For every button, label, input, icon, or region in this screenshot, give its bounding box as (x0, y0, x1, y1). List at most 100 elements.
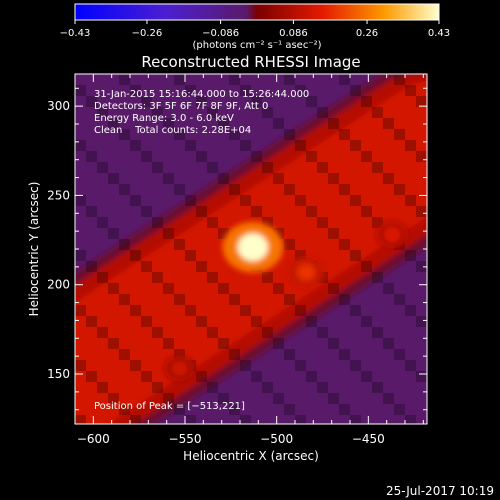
pixel-block (86, 206, 97, 217)
pixel-block (405, 85, 416, 96)
pixel-block (273, 338, 284, 349)
pixel-block (75, 85, 86, 96)
pixel-block (196, 151, 207, 162)
pixel-block (152, 107, 163, 118)
pixel-block (372, 107, 383, 118)
pixel-block (130, 305, 141, 316)
pixel-block (229, 129, 240, 140)
pixel-block (75, 250, 86, 261)
pixel-block (119, 404, 130, 415)
pixel-block (229, 74, 240, 85)
pixel-block (284, 294, 295, 305)
pixel-block (86, 96, 97, 107)
pixel-block (361, 206, 372, 217)
pixel-block (416, 371, 427, 382)
pixel-block (361, 261, 372, 272)
pixel-block (273, 173, 284, 184)
pixel-block (185, 250, 196, 261)
x-tick-label: −600 (77, 432, 110, 446)
pixel-block (284, 129, 295, 140)
pixel-block (405, 415, 416, 424)
source-core (237, 233, 268, 262)
pixel-block (361, 371, 372, 382)
pixel-block (240, 415, 251, 424)
pixel-block (163, 283, 174, 294)
pixel-block (196, 371, 207, 382)
pixel-block (416, 316, 427, 327)
pixel-block (86, 261, 97, 272)
pixel-block (108, 173, 119, 184)
pixel-block (130, 85, 141, 96)
pixel-block (108, 283, 119, 294)
pixel-block (394, 294, 405, 305)
pixel-block (207, 327, 218, 338)
pixel-block (218, 283, 229, 294)
pixel-block (361, 151, 372, 162)
pixel-block (174, 349, 185, 360)
colorbar-ticks: −0.43 −0.26 −0.086 0.086 0.26 0.43 (60, 20, 450, 39)
pixel-block (273, 283, 284, 294)
pixel-block (207, 162, 218, 173)
pixel-block (317, 382, 328, 393)
pixel-block (108, 338, 119, 349)
pixel-block (339, 184, 350, 195)
pixel-block (97, 162, 108, 173)
pixel-block (273, 393, 284, 404)
pixel-block (350, 360, 361, 371)
x-axis-label: Heliocentric X (arcsec) (183, 449, 319, 463)
pixel-block (174, 74, 185, 85)
pixel-block (394, 129, 405, 140)
pixel-block (262, 272, 273, 283)
pixel-block (394, 74, 405, 85)
pixel-block (306, 151, 317, 162)
pixel-block (141, 371, 152, 382)
pixel-block (185, 195, 196, 206)
pixel-block (317, 162, 328, 173)
peak-position-label: Position of Peak = [−513,221] (94, 401, 245, 412)
pixel-block (152, 327, 163, 338)
pixel-block (163, 173, 174, 184)
pixel-block (196, 206, 207, 217)
pixel-block (141, 206, 152, 217)
pixel-block (141, 96, 152, 107)
pixel-block (196, 316, 207, 327)
colorbar-tick-label: 0.26 (356, 28, 378, 39)
colorbar-units: (photons cm⁻² s⁻¹ asec⁻²) (192, 40, 321, 51)
x-tick-label: −550 (169, 432, 202, 446)
pixel-block (119, 349, 130, 360)
pixel-block (372, 382, 383, 393)
colorbar (74, 3, 440, 21)
pixel-block (295, 195, 306, 206)
y-tick-label: 250 (47, 188, 70, 202)
pixel-block (141, 151, 152, 162)
pixel-block (361, 316, 372, 327)
pixel-block (317, 327, 328, 338)
pixel-block (240, 305, 251, 316)
pixel-block (306, 206, 317, 217)
pixel-block (416, 96, 427, 107)
pixel-block (251, 96, 262, 107)
pixel-block (185, 85, 196, 96)
pixel-block (240, 85, 251, 96)
pixel-block (185, 305, 196, 316)
pixel-block (97, 107, 108, 118)
pixel-block (405, 360, 416, 371)
pixel-block (394, 404, 405, 415)
pixel-block (141, 316, 152, 327)
pixel-block (416, 206, 427, 217)
pixel-block (218, 338, 229, 349)
pixel-block (218, 393, 229, 404)
pixel-block (328, 173, 339, 184)
pixel-block (350, 85, 361, 96)
pixel-block (372, 327, 383, 338)
pixel-block (119, 294, 130, 305)
colorbar-tick-label: 0.086 (279, 28, 308, 39)
pixel-block (108, 228, 119, 239)
pixel-block (295, 305, 306, 316)
annotation-clean-counts: Clean Total counts: 2.28E+04 (94, 125, 251, 136)
colorbar-tick-label: −0.086 (202, 28, 239, 39)
emission-sources (164, 221, 409, 382)
pixel-block (372, 272, 383, 283)
pixel-block (350, 195, 361, 206)
source-core (171, 361, 188, 376)
